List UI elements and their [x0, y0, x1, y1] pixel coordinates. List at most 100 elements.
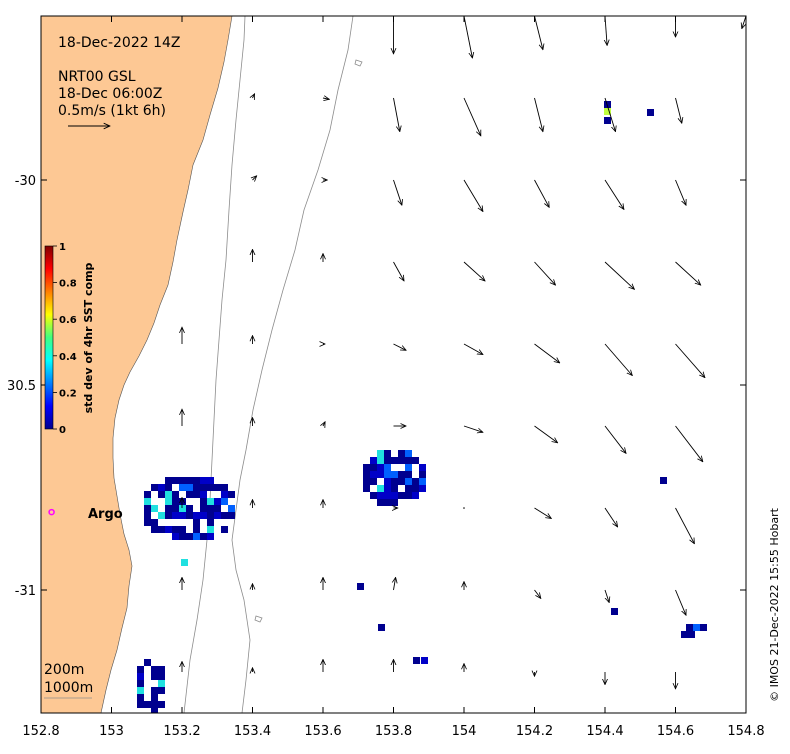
sst-pixel [137, 694, 144, 701]
sst-pixel [137, 680, 144, 687]
sst-pixel [214, 484, 221, 491]
sst-pixel [413, 657, 420, 664]
sst-pixel [384, 471, 391, 478]
sst-pixel [377, 450, 384, 457]
sst-pixel [377, 457, 384, 464]
colorbar-tick-label: 0.4 [59, 352, 77, 363]
sst-pixel [221, 498, 228, 505]
sst-pixel [398, 492, 405, 499]
sst-pixel [158, 687, 165, 694]
x-tick-label: 153.6 [304, 724, 341, 739]
sst-pixel [405, 478, 412, 485]
y-axis-ticks: -30 30.5 -31 [7, 174, 746, 599]
colorbar-tick-label: 0.2 [59, 388, 77, 399]
sst-pixel [412, 457, 419, 464]
sst-pixel [604, 108, 611, 115]
current-vector [463, 507, 465, 509]
sst-pixel [419, 485, 426, 492]
sst-pixel [377, 492, 384, 499]
sst-pixel [398, 478, 405, 485]
current-vector [534, 507, 552, 519]
current-vector [604, 589, 609, 603]
argo-float-marker[interactable] [48, 508, 55, 516]
sst-pixel [363, 464, 370, 471]
credit-text: © IMOS 21-Dec-2022 15:55 Hobart [768, 507, 781, 702]
sst-pixel [214, 512, 221, 519]
current-vector [534, 589, 541, 598]
sst-pixel [391, 492, 398, 499]
sst-pixel [193, 491, 200, 498]
sst-pixel [172, 512, 179, 519]
sst-pixel [412, 485, 419, 492]
current-vector [534, 425, 558, 443]
current-vector [393, 343, 407, 350]
current-vector [534, 343, 560, 363]
colorbar-ticks: 0 0.2 0.4 0.6 0.8 1 [53, 242, 77, 436]
sst-pixel [165, 498, 172, 505]
sst-pixel [398, 457, 405, 464]
sst-pixel [151, 673, 158, 680]
sst-pixel [186, 484, 193, 491]
sst-pixel [405, 457, 412, 464]
sst-pixel [412, 478, 419, 485]
current-vector [604, 179, 624, 209]
sst-pixel [647, 109, 654, 116]
sst-pixel [370, 464, 377, 471]
sst-pixel [200, 498, 207, 505]
sst-pixel [363, 471, 370, 478]
sst-pixel [165, 512, 172, 519]
argo-label: Argo [88, 507, 123, 522]
sst-pixel [158, 526, 165, 533]
sst-pixel [158, 484, 165, 491]
isobath-1000m [231, 16, 354, 713]
colorbar-tick-label: 1 [59, 242, 66, 253]
x-tick-label: 154 [452, 724, 477, 739]
sst-pixel [158, 673, 165, 680]
x-tick-label: 153.8 [375, 724, 412, 739]
current-vector [393, 97, 400, 132]
sst-pixel [200, 491, 207, 498]
sst-pixel [391, 485, 398, 492]
sst-pixel [405, 492, 412, 499]
current-vector [675, 97, 682, 123]
sst-pixel [151, 519, 158, 526]
current-vector [463, 343, 483, 355]
sst-pixel [151, 484, 158, 491]
sst-pixel [207, 526, 214, 533]
sst-pixel [221, 512, 228, 519]
current-time-label: 18-Dec 06:00Z [58, 86, 162, 102]
colorbar-tick-label: 0.6 [59, 315, 77, 326]
sst-pixel [228, 512, 235, 519]
sst-pixel [221, 484, 228, 491]
sst-pixel [151, 708, 158, 713]
sst-pixel [144, 505, 151, 512]
sst-pixel [370, 457, 377, 464]
x-tick-label: 154.6 [657, 724, 694, 739]
current-vector [393, 179, 402, 205]
sst-pixel [144, 701, 151, 708]
current-vector [675, 261, 701, 285]
sst-pixel [172, 498, 179, 505]
sst-pixel [179, 477, 186, 484]
sst-pixel [200, 484, 207, 491]
sst-pixel [172, 533, 179, 540]
sst-pixel [363, 478, 370, 485]
sst-pixel [144, 659, 151, 666]
current-vector [463, 179, 483, 212]
sst-pixel [179, 498, 186, 505]
sst-pixel [370, 492, 377, 499]
current-vector [604, 343, 632, 376]
sst-pixel [186, 477, 193, 484]
seamount-contour [354, 59, 363, 67]
sst-pixel [186, 505, 193, 512]
sst-pixel [137, 666, 144, 673]
sst-pixel [151, 666, 158, 673]
current-vector [322, 98, 329, 99]
sst-pixel [193, 519, 200, 526]
sst-pixel [179, 505, 186, 512]
sst-pixel [419, 471, 426, 478]
y-tick-label: 30.5 [7, 379, 36, 394]
current-vector [534, 97, 543, 132]
sst-pixel [137, 701, 144, 708]
sst-pixel [165, 526, 172, 533]
